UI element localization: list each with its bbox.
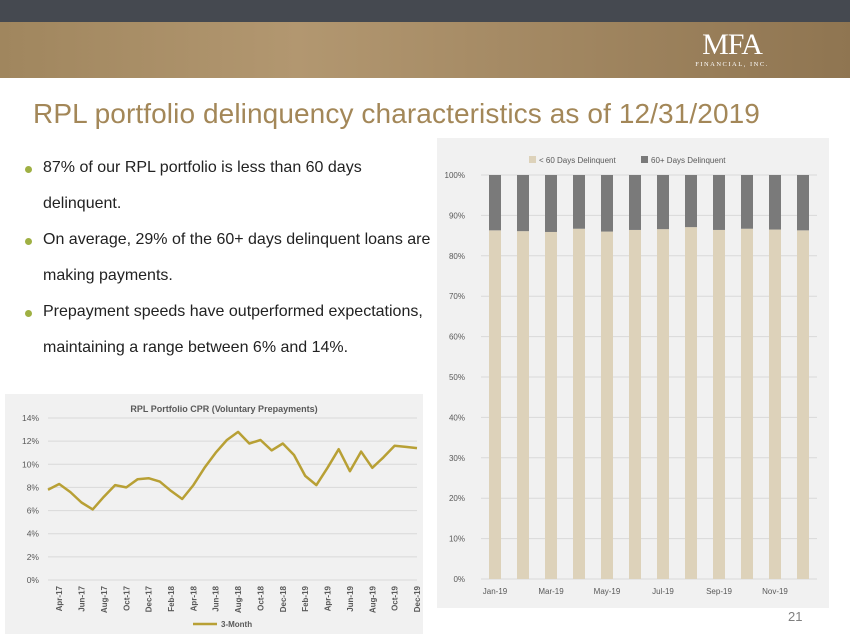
- bullet-dot-icon: [25, 166, 32, 173]
- delinq-legend-swatch: [529, 156, 536, 163]
- delinq-bar-segment: [573, 228, 585, 579]
- cpr-x-tick-label: Dec-18: [279, 585, 288, 612]
- delinq-x-tick-label: Jul-19: [652, 587, 674, 596]
- top-bar: [0, 0, 850, 22]
- delinq-y-tick-label: 40%: [449, 413, 465, 422]
- delinq-bar-segment: [741, 228, 753, 579]
- delinq-x-tick-label: Sep-19: [706, 587, 732, 596]
- cpr-x-tick-label: Feb-18: [167, 585, 176, 611]
- page-title: RPL portfolio delinquency characteristic…: [33, 98, 760, 129]
- delinquency-bar-chart: 0% 10% 20% 30% 40% 50% 60% 70% 80% 90% 100% Jan-19 M…: [445, 156, 817, 596]
- cpr-y-tick-label: 12%: [22, 436, 39, 446]
- bullet-list: 87% of our RPL portfolio is less than 60…: [22, 150, 432, 366]
- delinq-y-tick-label: 100%: [445, 171, 465, 180]
- delinq-legend-label: < 60 Days Delinquent: [539, 156, 616, 165]
- delinq-bar-segment: [489, 175, 501, 231]
- bullet-dot-icon: [25, 238, 32, 245]
- cpr-x-tick-label: Oct-17: [122, 585, 131, 610]
- delinq-y-tick-label: 10%: [449, 535, 465, 544]
- cpr-y-tick-label: 2%: [27, 552, 40, 562]
- delinq-bar-segment: [741, 175, 753, 229]
- page-number: 21: [788, 609, 803, 624]
- delinq-bar-segment: [797, 175, 809, 231]
- bullet-item: On average, 29% of the 60+ days delinque…: [22, 222, 432, 294]
- delinq-bar-segment: [545, 231, 557, 579]
- cpr-x-tick-label: Apr-18: [189, 585, 198, 611]
- delinq-x-tick-label: Jan-19: [483, 587, 508, 596]
- delinq-bar-segment: [629, 229, 641, 579]
- delinq-bar-segment: [601, 231, 613, 579]
- cpr-line-chart: RPL Portfolio CPR (Voluntary Prepayments…: [22, 404, 422, 629]
- cpr-chart-panel: RPL Portfolio CPR (Voluntary Prepayments…: [5, 394, 423, 634]
- delinq-legend-swatch: [641, 156, 648, 163]
- delinquency-chart-panel: 0% 10% 20% 30% 40% 50% 60% 70% 80% 90% 100% Jan-19 M…: [437, 138, 829, 608]
- cpr-x-tick-label: Apr-19: [324, 585, 333, 611]
- bullet-item: Prepayment speeds have outperformed expe…: [22, 294, 432, 366]
- delinq-bar-segment: [713, 175, 725, 230]
- delinq-bar-segment: [769, 175, 781, 230]
- cpr-x-tick-label: Feb-19: [301, 585, 310, 611]
- delinq-bar-segment: [573, 175, 585, 229]
- cpr-x-tick-label: Jun-18: [212, 585, 221, 611]
- bullet-item: 87% of our RPL portfolio is less than 60…: [22, 150, 432, 222]
- cpr-x-tick-label: Oct-19: [391, 585, 400, 610]
- delinq-y-tick-label: 70%: [449, 292, 465, 301]
- cpr-x-tick-label: Jun-19: [346, 585, 355, 611]
- bullet-text: On average, 29% of the 60+ days delinque…: [43, 231, 431, 284]
- cpr-x-tick-label: Dec-17: [145, 585, 154, 612]
- cpr-y-tick-label: 10%: [22, 459, 39, 469]
- delinq-bar-segment: [629, 175, 641, 230]
- delinq-bar-segment: [545, 175, 557, 232]
- delinq-x-tick-label: Mar-19: [538, 587, 564, 596]
- delinq-y-tick-label: 20%: [449, 494, 465, 503]
- cpr-series-line: [47, 430, 418, 511]
- delinq-y-tick-label: 0%: [453, 575, 465, 584]
- delinq-y-tick-label: 60%: [449, 333, 465, 342]
- cpr-x-tick-label: Oct-18: [256, 585, 265, 610]
- delinq-bar-segment: [769, 229, 781, 579]
- cpr-y-tick-label: 4%: [27, 529, 40, 539]
- delinq-bar-segment: [685, 175, 697, 228]
- cpr-x-tick-label: Dec-19: [413, 585, 422, 612]
- delinq-bar-segment: [601, 175, 613, 232]
- cpr-y-tick-label: 6%: [27, 506, 40, 516]
- cpr-x-tick-label: Apr-17: [55, 585, 64, 611]
- delinq-y-tick-label: 30%: [449, 454, 465, 463]
- logo-subtext: FINANCIAL, INC.: [695, 61, 769, 68]
- cpr-x-tick-label: Aug-18: [234, 585, 243, 613]
- delinq-bar-segment: [517, 175, 529, 232]
- delinq-y-tick-label: 90%: [449, 211, 465, 220]
- cpr-x-tick-label: Aug-19: [368, 585, 377, 613]
- delinq-x-tick-label: May-19: [594, 587, 621, 596]
- bullet-dot-icon: [25, 310, 32, 317]
- delinq-y-tick-label: 80%: [449, 252, 465, 261]
- delinq-bar-segment: [797, 230, 809, 579]
- delinq-legend-label: 60+ Days Delinquent: [651, 156, 726, 165]
- cpr-legend-label: 3-Month: [221, 620, 252, 629]
- company-logo: MFA FINANCIAL, INC.: [692, 30, 772, 70]
- cpr-y-tick-label: 8%: [27, 482, 40, 492]
- cpr-chart-title: RPL Portfolio CPR (Voluntary Prepayments…: [130, 404, 317, 414]
- delinq-x-tick-label: Nov-19: [762, 587, 788, 596]
- delinq-bar-segment: [657, 175, 669, 230]
- delinq-bar-segment: [517, 231, 529, 579]
- delinq-y-tick-label: 50%: [449, 373, 465, 382]
- bullet-text: 87% of our RPL portfolio is less than 60…: [43, 159, 362, 212]
- delinq-bar-segment: [657, 229, 669, 580]
- logo-text: MFA: [702, 28, 763, 61]
- delinq-bar-segment: [713, 229, 725, 579]
- delinq-bar-segment: [685, 227, 697, 579]
- cpr-y-tick-label: 0%: [27, 575, 40, 585]
- header-band: [0, 22, 850, 78]
- cpr-y-tick-label: 14%: [22, 413, 39, 423]
- cpr-x-tick-label: Aug-17: [100, 585, 109, 613]
- cpr-x-tick-label: Jun-17: [78, 585, 87, 611]
- bullet-text: Prepayment speeds have outperformed expe…: [43, 303, 423, 356]
- delinq-bar-segment: [489, 230, 501, 579]
